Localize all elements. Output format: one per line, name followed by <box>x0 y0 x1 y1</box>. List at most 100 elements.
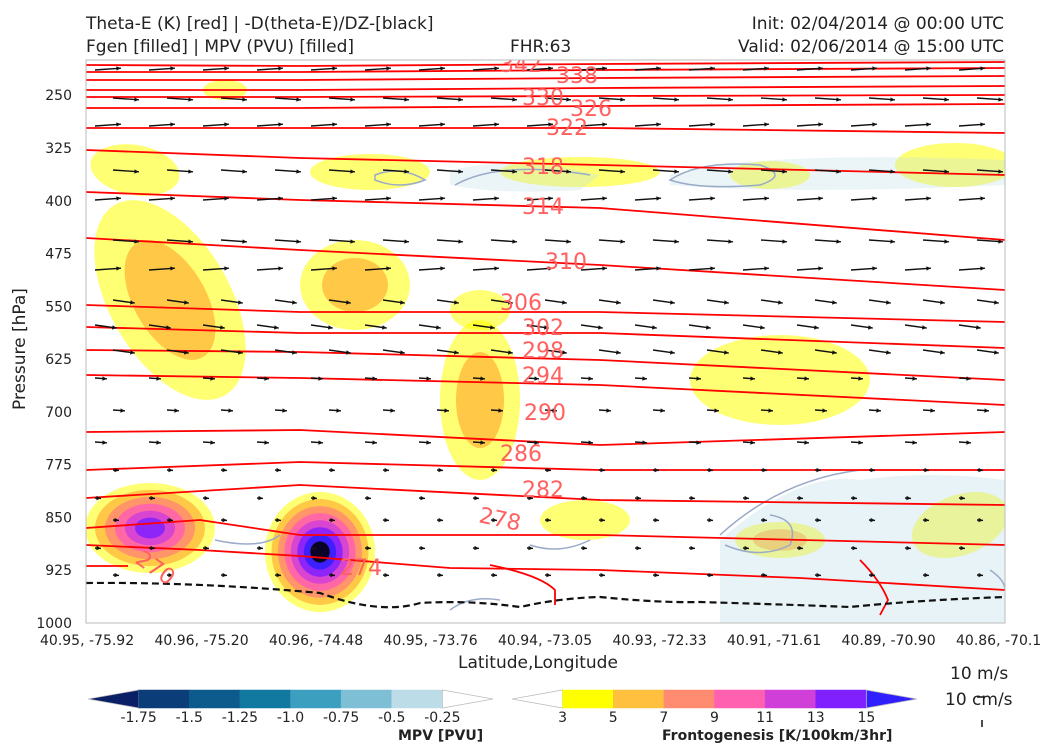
wind-vector-head <box>508 300 513 305</box>
wind-vector-head <box>642 376 647 381</box>
y-tick-label: 625 <box>45 352 72 368</box>
wind-vector-head <box>944 169 949 174</box>
wind-vector-head <box>170 196 175 201</box>
wind-vector-head <box>366 495 371 501</box>
wind-vector-head <box>600 467 605 473</box>
colorbar-tick-label: 3 <box>558 710 567 726</box>
mpv-outline <box>214 534 281 545</box>
y-tick-label: 925 <box>45 563 72 579</box>
y-tick-label: 325 <box>45 141 72 157</box>
wind-vector-head <box>714 408 719 413</box>
wind-vector-head <box>656 266 661 271</box>
colorbar-tick-label: -1.0 <box>277 710 304 726</box>
colorbar-tick-label: 9 <box>710 710 719 726</box>
wind-vector-head <box>156 440 161 445</box>
vertical-vector-reference: 10 cm/s <box>945 690 1013 710</box>
wind-vector-head <box>818 196 823 201</box>
wind-vector-head <box>546 467 551 473</box>
colorbar-tick-label: 15 <box>857 710 875 726</box>
wind-vector-head <box>330 467 335 473</box>
colorbar-tick-label: -0.75 <box>323 710 359 726</box>
wind-vector-head <box>750 376 755 381</box>
y-tick-label: 400 <box>45 194 72 210</box>
wind-vector-head <box>804 376 809 381</box>
theta-e-contour <box>86 326 1005 349</box>
wind-vector-head <box>782 97 787 102</box>
wind-vector-head <box>336 408 341 413</box>
theta-e-contour <box>86 127 1005 134</box>
wind-vector-head <box>984 408 989 413</box>
wind-vector-head <box>330 572 335 578</box>
wind-vector-head <box>116 266 121 271</box>
wind-vector-head <box>728 239 733 244</box>
theta-e-contour-labels: 270 2742782822862902942983023063103143183… <box>131 60 612 591</box>
wind-vector-head <box>674 169 679 174</box>
theta-e-contour <box>86 304 1005 323</box>
wind-vector-head <box>332 122 337 127</box>
wind-vector-head <box>318 376 323 381</box>
mpv-outline <box>449 598 501 611</box>
wind-vector-head <box>258 495 263 501</box>
wind-vector-head <box>976 325 981 330</box>
x-tick-label: 40.94, -73.05 <box>498 633 592 649</box>
wind-vector-head <box>598 325 603 330</box>
colorbar-tick-label: 13 <box>807 710 825 726</box>
x-tick-label: 40.95, -73.76 <box>384 633 478 649</box>
wind-vector-head <box>296 169 301 174</box>
x-tick-label: 40.93, -72.33 <box>613 633 707 649</box>
colorbar-tick-label: 7 <box>659 710 668 726</box>
wind-vector-head <box>620 169 625 174</box>
theta-e-contour <box>859 559 889 616</box>
theta-e-contour <box>86 75 1005 81</box>
ground-surface-line <box>86 581 1005 609</box>
wind-vector-head <box>616 350 621 355</box>
y-tick-label: 1000 <box>36 616 72 632</box>
wind-vector-head <box>228 408 233 413</box>
wind-vector-head <box>998 239 1003 244</box>
mpv-negative-fill <box>670 157 1005 190</box>
wind-vector-head <box>96 495 101 501</box>
wind-vector-head <box>980 122 985 127</box>
colorbar-swatch <box>290 689 342 709</box>
wind-vector-head <box>534 376 539 381</box>
wind-vector-head <box>656 196 661 201</box>
theta-e-contour <box>86 237 1005 291</box>
wind-vector-head <box>292 350 297 355</box>
wind-vector-head <box>346 350 351 355</box>
wind-vector-head <box>782 239 787 244</box>
wind-vector-head <box>512 169 517 174</box>
theta-e-label: 330 <box>522 86 564 111</box>
wind-vector-head <box>906 545 911 551</box>
theta-e-contour <box>86 484 1005 506</box>
wind-vector-head <box>480 440 485 445</box>
wind-vector-head <box>332 266 337 271</box>
wind-vector-head <box>438 572 443 578</box>
theta-e-contour <box>86 149 1005 176</box>
wind-vector-head <box>444 408 449 413</box>
wind-vector-head <box>836 169 841 174</box>
colorbar-tick-label: -0.5 <box>378 710 405 726</box>
wind-vector-head <box>890 239 895 244</box>
wind-vector-head <box>944 97 949 102</box>
colorbar-swatch <box>138 689 190 709</box>
wind-vector-head <box>654 572 659 578</box>
wind-vector-head <box>906 495 911 501</box>
wind-vector-head <box>944 239 949 244</box>
theta-e-label: 318 <box>522 155 564 180</box>
wind-vector-head <box>264 376 269 381</box>
wind-vector-head <box>798 545 803 551</box>
wind-vector-head <box>312 495 317 501</box>
wind-vector-head <box>114 572 119 578</box>
wind-vector-head <box>710 122 715 127</box>
valid-time-label: Valid: 02/06/2014 @ 15:00 UTC <box>738 37 1004 57</box>
theta-e-contour <box>86 85 1005 91</box>
wind-vector-head <box>870 572 875 578</box>
wind-vector-head <box>534 440 539 445</box>
wind-vector-head <box>278 266 283 271</box>
wind-vector-head <box>978 467 983 473</box>
horizontal-vector-reference: 10 m/s <box>950 664 1009 684</box>
wind-vector-head <box>210 376 215 381</box>
wind-vector-head <box>642 440 647 445</box>
wind-vector-head <box>872 196 877 201</box>
